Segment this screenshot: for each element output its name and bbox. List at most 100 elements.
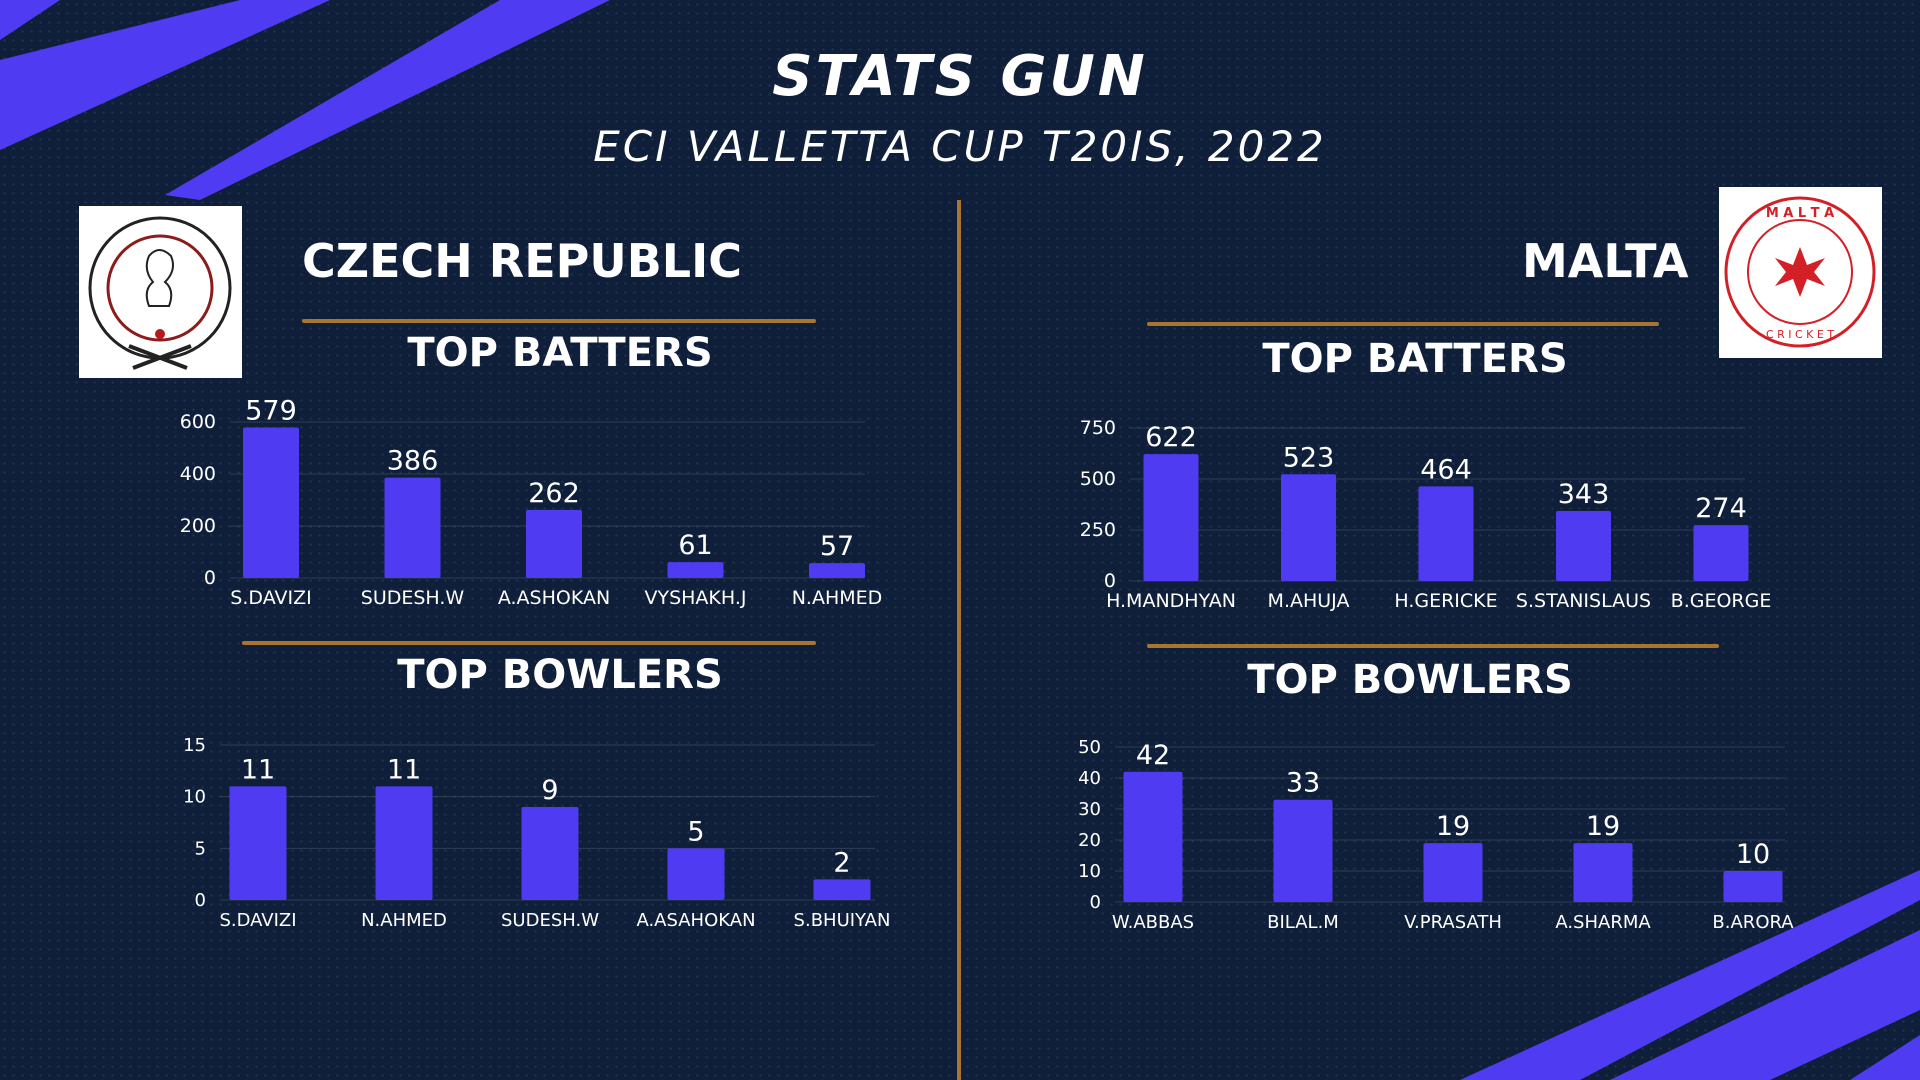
bar bbox=[1123, 771, 1183, 902]
bar bbox=[1281, 474, 1336, 581]
czech-cricket-logo bbox=[79, 206, 242, 378]
data-label: 11 bbox=[387, 754, 421, 785]
gold-rule bbox=[302, 319, 816, 323]
data-label: 523 bbox=[1283, 442, 1335, 473]
category-label: B.ARORA bbox=[1712, 912, 1794, 933]
y-tick-label: 600 bbox=[180, 411, 216, 433]
page-title: STATS GUN bbox=[772, 44, 1148, 109]
malta-batters-chart: 0 250 500 750 622 H.MANDHYAN 523 M.AHUJA 464 H.GE… bbox=[1080, 417, 1772, 612]
decorative-stripes-top-left bbox=[0, 0, 610, 200]
y-tick-label: 40 bbox=[1078, 768, 1101, 789]
malta-bowlers-title: TOP BOWLERS bbox=[1247, 657, 1573, 703]
czech-batters-title: TOP BATTERS bbox=[407, 330, 713, 376]
czech-bowlers-chart: 0 5 10 15 11 S.DAVIZI 11 N.AHMED 9 SUDESH.W 5 A.ASA… bbox=[183, 735, 891, 931]
category-label: B.GEORGE bbox=[1671, 590, 1772, 612]
data-label: 10 bbox=[1736, 839, 1770, 870]
category-label: S.DAVIZI bbox=[230, 587, 311, 609]
category-label: N.AHMED bbox=[361, 910, 447, 931]
data-label: 42 bbox=[1136, 740, 1170, 771]
data-label: 19 bbox=[1586, 811, 1620, 842]
data-label: 262 bbox=[528, 478, 580, 509]
czech-batters-chart: 0 200 400 600 579 S.DAVIZI 386 SUDESH.W 262 A.ASH… bbox=[180, 395, 883, 609]
bar bbox=[526, 509, 582, 578]
bar bbox=[521, 807, 579, 900]
data-label: 33 bbox=[1286, 768, 1320, 799]
y-tick-label: 500 bbox=[1080, 468, 1116, 490]
category-label: M.AHUJA bbox=[1268, 590, 1350, 612]
bar bbox=[229, 786, 287, 900]
y-tick-label: 0 bbox=[1104, 570, 1116, 592]
category-label: S.STANISLAUS bbox=[1516, 590, 1651, 612]
category-label: V.PRASATH bbox=[1404, 912, 1502, 933]
bar bbox=[243, 427, 299, 578]
data-label: 5 bbox=[687, 816, 704, 847]
decorative-stripes-bottom-right bbox=[1460, 870, 1920, 1080]
bar bbox=[813, 879, 871, 900]
bar bbox=[1573, 843, 1633, 902]
data-label: 464 bbox=[1420, 454, 1472, 485]
category-label: BILAL.M bbox=[1267, 912, 1339, 933]
bar bbox=[375, 786, 433, 900]
data-label: 2 bbox=[833, 847, 850, 878]
bar bbox=[1423, 843, 1483, 902]
category-label: H.GERICKE bbox=[1394, 590, 1497, 612]
y-tick-label: 750 bbox=[1080, 417, 1116, 439]
data-label: 57 bbox=[820, 531, 854, 562]
y-tick-label: 10 bbox=[1078, 861, 1101, 882]
category-label: S.BHUIYAN bbox=[794, 910, 891, 931]
gold-rule bbox=[1147, 644, 1719, 648]
bar bbox=[1143, 454, 1199, 581]
category-label: VYSHAKH.J bbox=[644, 587, 746, 609]
y-tick-label: 10 bbox=[183, 787, 206, 808]
bar bbox=[1693, 525, 1749, 581]
bar bbox=[1556, 511, 1611, 581]
y-tick-label: 5 bbox=[195, 838, 206, 859]
team-name-czech-republic: CZECH REPUBLIC bbox=[302, 234, 742, 288]
bar bbox=[667, 848, 725, 900]
category-label: SUDESH.W bbox=[501, 910, 599, 931]
category-label: A.ASHOKAN bbox=[498, 587, 610, 609]
malta-cricket-logo: M A L T A C R I C K E T bbox=[1719, 187, 1882, 358]
y-tick-label: 250 bbox=[1080, 519, 1116, 541]
bar bbox=[667, 562, 724, 578]
czech-bowlers-title: TOP BOWLERS bbox=[397, 652, 723, 698]
data-label: 579 bbox=[245, 395, 297, 426]
gold-rule bbox=[242, 641, 816, 645]
center-divider bbox=[957, 200, 961, 1080]
y-tick-label: 20 bbox=[1078, 830, 1101, 851]
y-tick-label: 30 bbox=[1078, 799, 1101, 820]
bar bbox=[384, 477, 441, 578]
data-label: 274 bbox=[1695, 493, 1747, 524]
y-tick-label: 200 bbox=[180, 515, 216, 537]
data-label: 343 bbox=[1558, 479, 1610, 510]
category-label: N.AHMED bbox=[792, 587, 883, 609]
y-tick-label: 50 bbox=[1078, 737, 1101, 758]
bar bbox=[809, 563, 865, 578]
y-tick-label: 0 bbox=[204, 567, 216, 589]
data-label: 9 bbox=[541, 775, 558, 806]
y-tick-label: 0 bbox=[1090, 892, 1101, 913]
y-tick-label: 0 bbox=[195, 890, 206, 911]
category-label: H.MANDHYAN bbox=[1106, 590, 1236, 612]
y-tick-label: 15 bbox=[183, 735, 206, 756]
svg-text:M A L T A: M A L T A bbox=[1766, 206, 1834, 221]
category-label: W.ABBAS bbox=[1112, 912, 1194, 933]
y-tick-label: 400 bbox=[180, 463, 216, 485]
bar bbox=[1273, 799, 1333, 902]
data-label: 386 bbox=[387, 446, 439, 477]
category-label: S.DAVIZI bbox=[219, 910, 296, 931]
data-label: 11 bbox=[241, 754, 275, 785]
data-label: 19 bbox=[1436, 811, 1470, 842]
team-name-malta: MALTA bbox=[1522, 234, 1689, 288]
data-label: 61 bbox=[678, 530, 712, 561]
data-label: 622 bbox=[1145, 422, 1197, 453]
bar bbox=[1418, 486, 1474, 581]
category-label: A.SHARMA bbox=[1555, 912, 1651, 933]
svg-text:C R I C K E T: C R I C K E T bbox=[1766, 328, 1834, 341]
page-subtitle: ECI VALLETTA CUP T20IS, 2022 bbox=[593, 122, 1327, 171]
malta-batters-title: TOP BATTERS bbox=[1262, 336, 1568, 382]
category-label: SUDESH.W bbox=[361, 587, 465, 609]
bar bbox=[1723, 871, 1783, 902]
gold-rule bbox=[1147, 322, 1659, 326]
malta-bowlers-chart: 0 10 20 30 40 50 42 W.ABBAS 33 BILAL.M 19 V.PRASATH… bbox=[1078, 737, 1794, 933]
